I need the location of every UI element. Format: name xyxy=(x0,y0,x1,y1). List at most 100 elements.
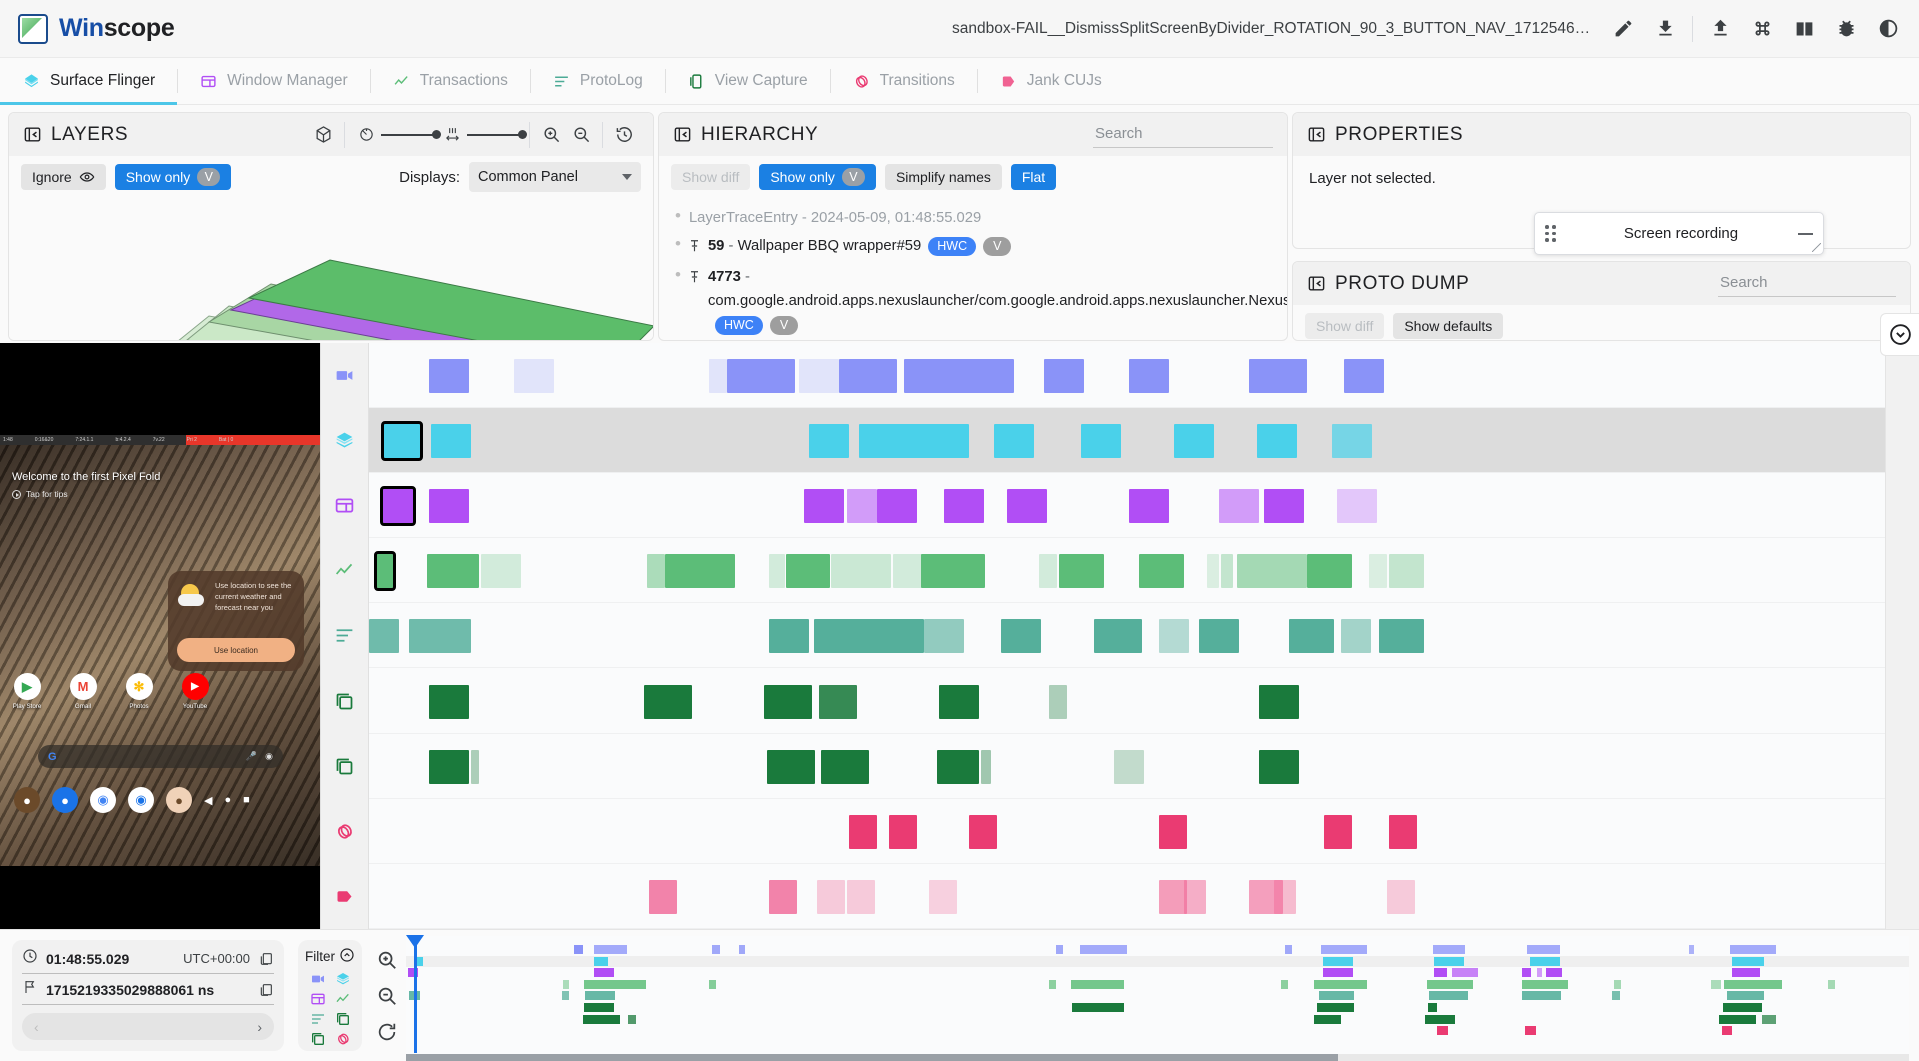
collapse-panel-icon[interactable] xyxy=(23,125,42,144)
minimize-icon[interactable] xyxy=(1798,232,1813,235)
timeline-block[interactable] xyxy=(889,814,917,849)
timeline-row-jank-cujs[interactable] xyxy=(369,864,1919,929)
timeline-block[interactable] xyxy=(1237,554,1307,589)
timeline-block[interactable] xyxy=(847,879,875,914)
next-entry-button[interactable]: › xyxy=(257,1018,262,1035)
timeline-block[interactable] xyxy=(814,619,924,654)
chrome-icon[interactable]: ◉ xyxy=(90,787,116,813)
timeline-block[interactable] xyxy=(429,749,469,784)
drag-handle-icon[interactable] xyxy=(1545,225,1556,242)
upload-icon[interactable] xyxy=(1699,8,1741,50)
tab-transitions[interactable]: Transitions xyxy=(829,58,977,104)
timeline-block[interactable] xyxy=(767,749,815,784)
timeline-block[interactable] xyxy=(904,359,1014,393)
expand-timeline-button[interactable] xyxy=(1880,313,1919,356)
ignore-button[interactable]: Ignore xyxy=(21,164,106,190)
resize-handle-icon[interactable] xyxy=(1812,243,1821,252)
timeline-tracks[interactable] xyxy=(369,343,1919,929)
show-only-button[interactable]: Show only V xyxy=(114,164,232,190)
timeline-block[interactable] xyxy=(831,554,891,589)
show-diff-button[interactable]: Show diff xyxy=(1305,313,1385,339)
tab-transactions[interactable]: Transactions xyxy=(369,58,530,104)
timeline-block[interactable] xyxy=(1249,359,1307,393)
timeline-block[interactable] xyxy=(1044,359,1084,393)
tree-node-4773[interactable]: • 4773 - com.google.android.apps.nexusla… xyxy=(675,263,1287,339)
timeline-block[interactable] xyxy=(969,814,997,849)
mini-timeline-scrollbar[interactable] xyxy=(406,1054,1909,1061)
timeline-row-transactions[interactable] xyxy=(369,538,1919,604)
timeline-row-protolog[interactable] xyxy=(369,603,1919,669)
collapse-panel-icon[interactable] xyxy=(673,125,692,144)
timeline-block[interactable] xyxy=(819,684,857,719)
timeline-block[interactable] xyxy=(644,684,692,719)
timeline-block[interactable] xyxy=(1159,879,1187,914)
timeline-block[interactable] xyxy=(481,554,521,589)
displays-select[interactable]: Common Panel xyxy=(469,162,641,192)
timeline-block[interactable] xyxy=(1259,684,1299,719)
pin-icon[interactable] xyxy=(689,268,700,292)
collapse-panel-icon[interactable] xyxy=(1307,125,1326,144)
timeline-block[interactable] xyxy=(839,359,897,393)
timeline-row-view-capture-2[interactable] xyxy=(369,734,1919,799)
zoom-out-icon[interactable] xyxy=(566,120,596,150)
timeline-block[interactable] xyxy=(709,359,727,393)
timeline-playhead[interactable] xyxy=(406,935,425,1053)
timeline-block[interactable] xyxy=(769,554,785,589)
back-icon[interactable]: ◀ xyxy=(204,794,213,807)
show-defaults-button[interactable]: Show defaults xyxy=(1393,313,1504,339)
timeline-block[interactable] xyxy=(381,421,423,462)
device-screen-preview[interactable]: 1:48 0:16&20 7:24.1.1 b:4.2.4 7v.22 Pri … xyxy=(0,343,321,929)
timeline-block[interactable] xyxy=(847,489,877,524)
timeline-block[interactable] xyxy=(804,489,844,524)
filter-view-capture-2-icon[interactable] xyxy=(307,1031,328,1047)
timeline-row-surface-flinger[interactable] xyxy=(369,408,1919,474)
microphone-icon[interactable]: 🎤 xyxy=(245,751,258,761)
timeline-block[interactable] xyxy=(429,489,469,524)
zoom-out-icon[interactable] xyxy=(374,983,400,1009)
timeline-block[interactable] xyxy=(1059,554,1104,589)
bug-report-icon[interactable] xyxy=(1825,8,1867,50)
timeline-block[interactable] xyxy=(817,879,845,914)
filter-protolog-icon[interactable] xyxy=(307,1011,328,1027)
tab-view-capture[interactable]: View Capture xyxy=(664,58,830,104)
timeline-block[interactable] xyxy=(1369,554,1387,589)
timeline-block[interactable] xyxy=(981,749,991,784)
3d-cube-icon[interactable] xyxy=(308,120,338,150)
timeline-block[interactable] xyxy=(1249,879,1283,914)
show-diff-button[interactable]: Show diff xyxy=(671,164,751,190)
timeline-block[interactable] xyxy=(1139,554,1184,589)
timeline-block[interactable] xyxy=(514,359,554,393)
chevron-up-circle-icon[interactable] xyxy=(339,947,355,966)
hierarchy-search-input[interactable] xyxy=(1093,121,1273,148)
timeline-block[interactable] xyxy=(809,424,849,459)
filter-view-capture-icon[interactable] xyxy=(332,1011,353,1027)
timeline-block[interactable] xyxy=(1159,814,1187,849)
timeline-row-window-manager[interactable] xyxy=(369,473,1919,539)
timeline-block[interactable] xyxy=(994,424,1034,459)
android-icon[interactable]: ● xyxy=(14,787,40,813)
timeline-block[interactable] xyxy=(859,424,969,459)
timeline-block[interactable] xyxy=(1049,684,1067,719)
timeline-block[interactable] xyxy=(1289,619,1334,654)
restore-view-icon[interactable] xyxy=(609,120,639,150)
filter-surface-flinger-icon[interactable] xyxy=(332,971,353,987)
timeline-block[interactable] xyxy=(1257,424,1297,459)
timeline-block[interactable] xyxy=(1264,489,1304,524)
transitions-icon[interactable] xyxy=(321,799,368,864)
surface-flinger-layers-icon[interactable] xyxy=(321,408,368,473)
screen-recording-floating-card[interactable]: Screen recording xyxy=(1534,212,1824,255)
filter-transitions-icon[interactable] xyxy=(332,1031,353,1047)
edit-icon[interactable] xyxy=(1602,8,1644,50)
app-icon-youtube[interactable]: ▶ YouTube xyxy=(176,673,214,710)
timeline-row-transitions[interactable] xyxy=(369,799,1919,864)
timeline-block[interactable] xyxy=(1001,619,1041,654)
timeline-block[interactable] xyxy=(1341,619,1371,654)
shortcuts-icon[interactable] xyxy=(1741,8,1783,50)
timeline-block[interactable] xyxy=(769,619,809,654)
timeline-block[interactable] xyxy=(849,814,877,849)
download-icon[interactable] xyxy=(1644,8,1686,50)
timeline-block[interactable] xyxy=(939,684,979,719)
timeline-block[interactable] xyxy=(1039,554,1057,589)
video-camera-icon[interactable] xyxy=(321,343,368,408)
copy-icon[interactable] xyxy=(258,982,274,998)
